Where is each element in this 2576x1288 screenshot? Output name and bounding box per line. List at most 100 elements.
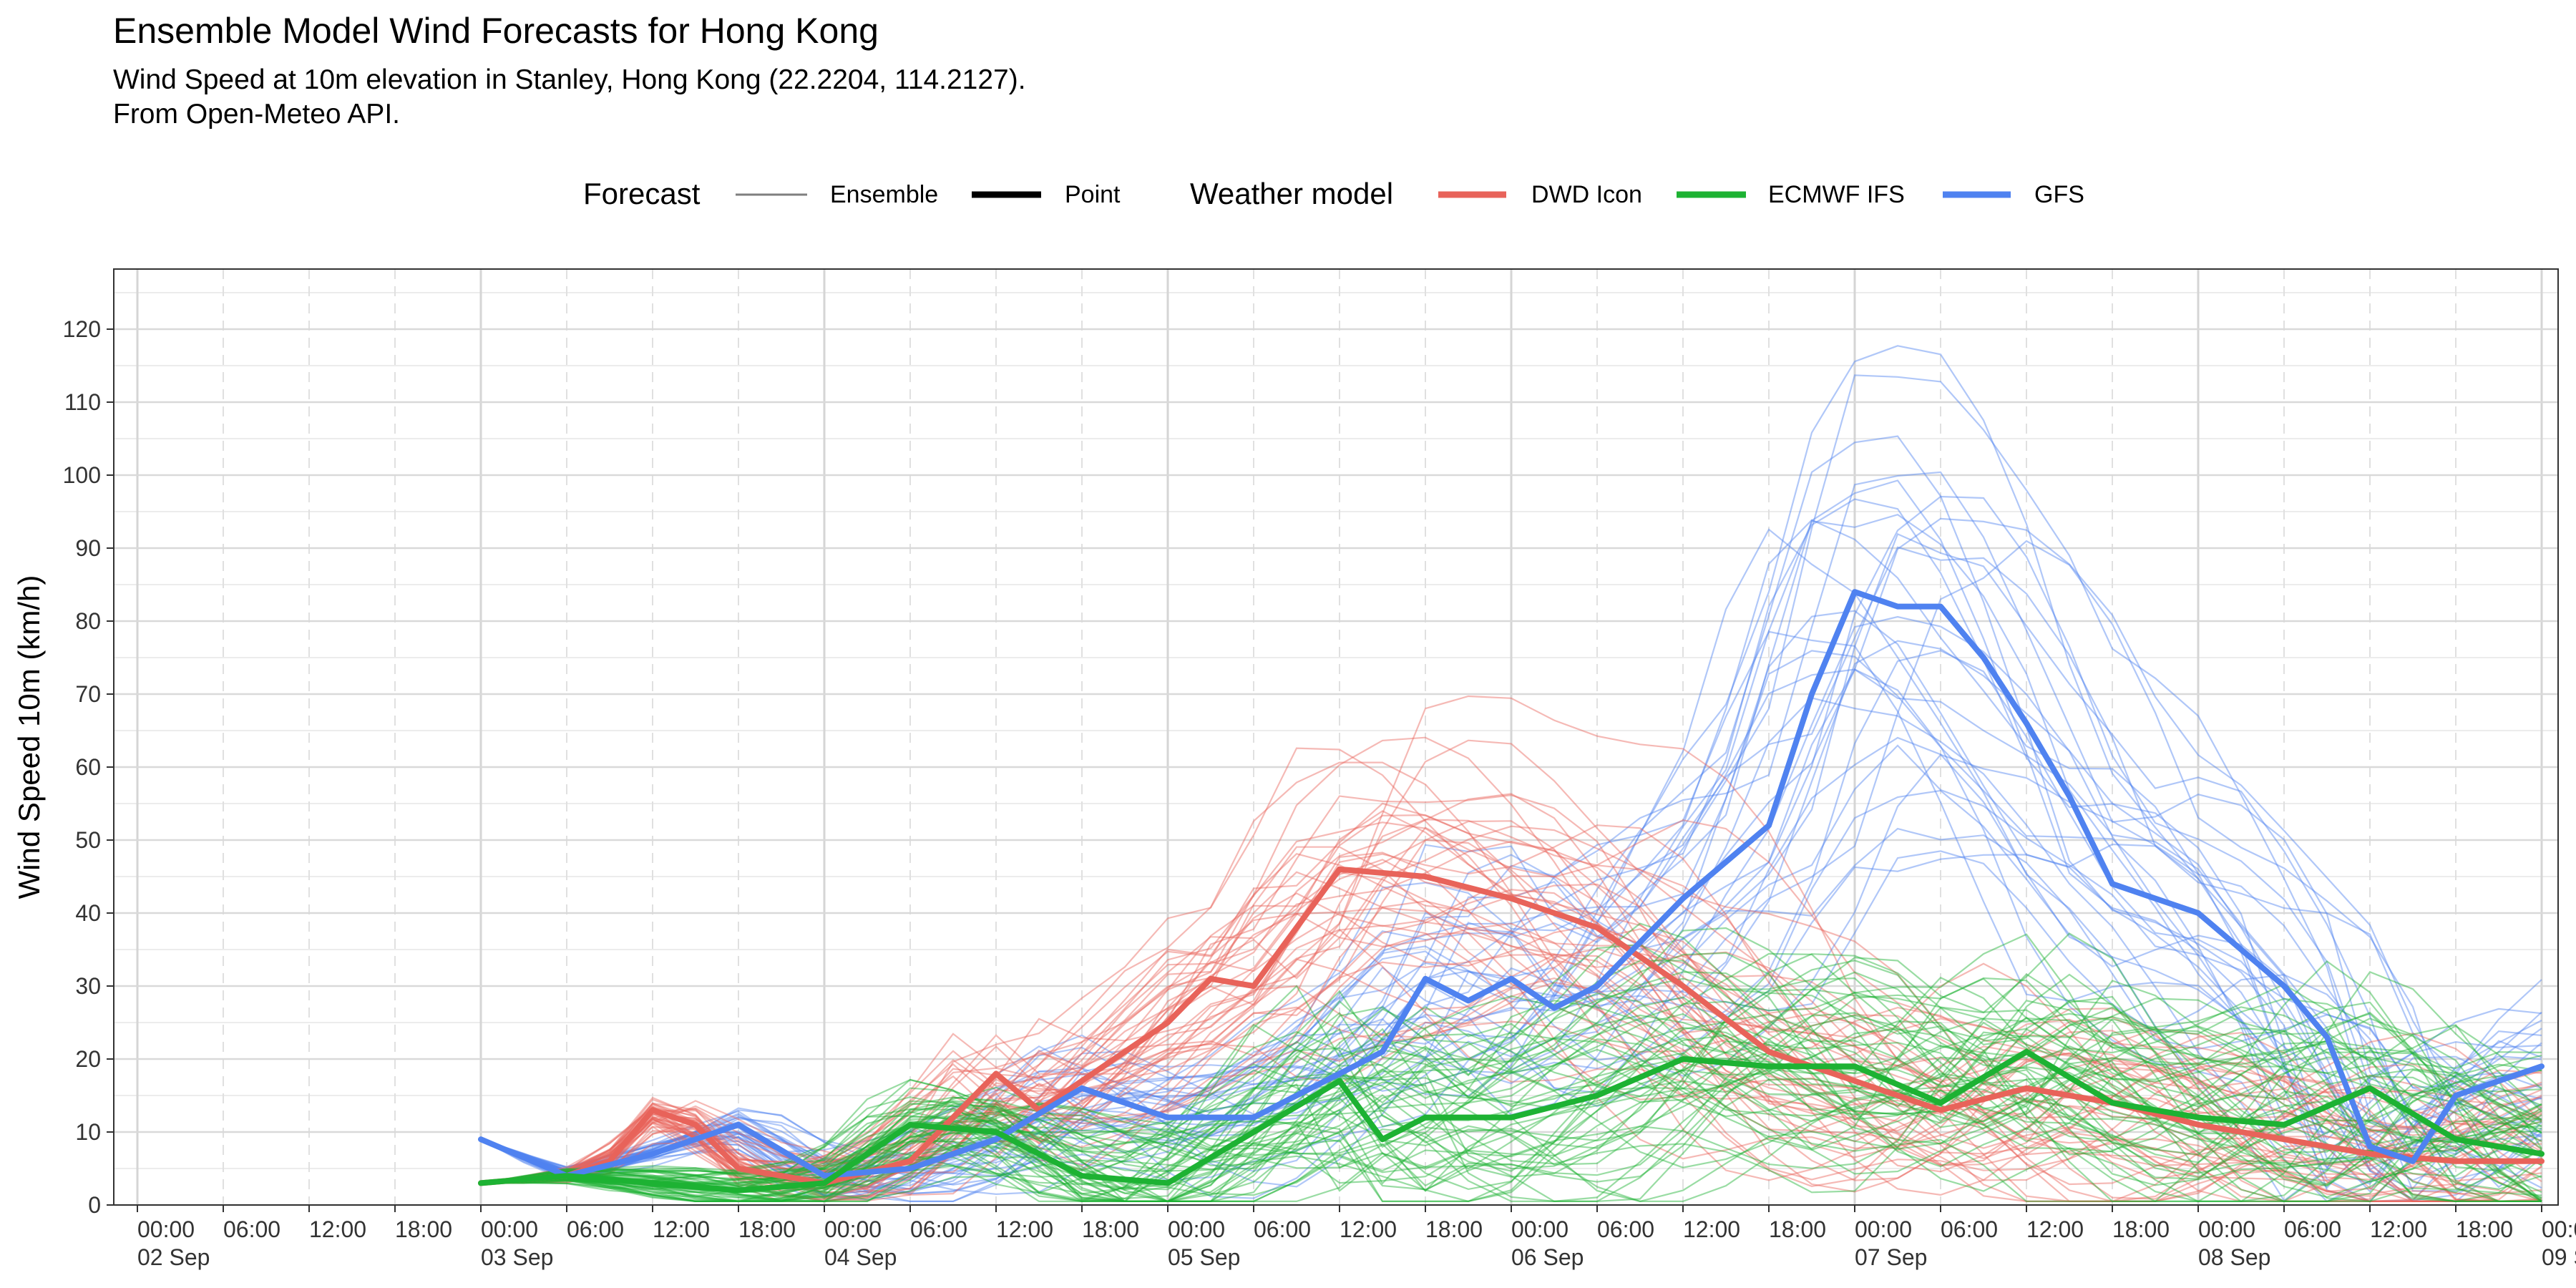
x-tick-time: 00:00 xyxy=(1511,1216,1568,1242)
ensemble-line xyxy=(480,943,2542,1202)
ensemble-line xyxy=(480,345,2542,1197)
x-tick-date: 03 Sep xyxy=(481,1244,553,1270)
x-tick-time: 12:00 xyxy=(996,1216,1053,1242)
x-tick-time: 12:00 xyxy=(1340,1216,1397,1242)
x-tick-time: 06:00 xyxy=(1254,1216,1311,1242)
ensemble-line xyxy=(480,952,2542,1191)
x-tick-time: 06:00 xyxy=(1941,1216,1998,1242)
ensemble-line xyxy=(480,793,2542,1184)
ensemble-line xyxy=(480,995,2542,1203)
x-tick-time: 06:00 xyxy=(910,1216,967,1242)
x-tick-time: 12:00 xyxy=(2026,1216,2084,1242)
ensemble-line xyxy=(480,610,2542,1174)
ensemble-line xyxy=(480,747,2542,1203)
ensemble-line xyxy=(480,528,2542,1202)
ensemble-line xyxy=(480,846,2542,1203)
ensemble-line xyxy=(480,753,2542,1196)
x-tick-time: 00:00 xyxy=(1855,1216,1912,1242)
point-line-ecmwf-ifs xyxy=(478,1048,2545,1194)
ensemble-line xyxy=(480,517,2542,1186)
ensemble-line xyxy=(480,981,2542,1203)
ensemble-line xyxy=(480,859,2542,1203)
ensemble-line xyxy=(480,1012,2542,1203)
ensemble-line xyxy=(480,650,2542,1203)
x-tick-date: 07 Sep xyxy=(1855,1244,1927,1270)
ensemble-line xyxy=(480,1014,2542,1203)
ensemble-line xyxy=(480,850,2542,1181)
ensemble-line xyxy=(480,1028,2542,1195)
ensemble-line xyxy=(480,820,2542,1184)
ensemble-line xyxy=(480,912,2542,1203)
x-tick-time: 12:00 xyxy=(1683,1216,1740,1242)
x-tick-date: 05 Sep xyxy=(1168,1244,1240,1270)
ensemble-line xyxy=(480,977,2542,1203)
ensemble-line xyxy=(480,695,2542,1184)
y-tick-label: 70 xyxy=(75,681,101,707)
legend-forecast-title: Forecast xyxy=(583,177,701,210)
x-tick-time: 18:00 xyxy=(395,1216,452,1242)
x-tick-time: 12:00 xyxy=(2370,1216,2427,1242)
subtitle-line-1: Wind Speed at 10m elevation in Stanley, … xyxy=(113,64,1026,95)
x-tick-time: 00:00 xyxy=(1168,1216,1225,1242)
y-tick-label: 30 xyxy=(75,973,101,999)
ensemble-line xyxy=(480,871,2542,1203)
legend-ensemble-label: Ensemble xyxy=(830,181,938,208)
legend-model-title: Weather model xyxy=(1190,177,1393,210)
x-tick-time: 18:00 xyxy=(1425,1216,1483,1242)
ensemble-line xyxy=(480,1013,2542,1203)
legend-gfs-label: GFS xyxy=(2034,181,2084,208)
chart-subtitle: Wind Speed at 10m elevation in Stanley, … xyxy=(113,63,1026,132)
ensemble-line xyxy=(480,1028,2542,1203)
ensemble-line xyxy=(480,814,2542,1202)
x-tick-date: 06 Sep xyxy=(1511,1244,1584,1270)
y-tick-label: 100 xyxy=(63,462,101,488)
x-tick-time: 00:00 xyxy=(481,1216,538,1242)
ensemble-line xyxy=(480,1057,2542,1203)
ensemble-line xyxy=(480,1027,2542,1203)
x-tick-time: 06:00 xyxy=(2284,1216,2341,1242)
y-tick-label: 90 xyxy=(75,535,101,561)
legend-ecmwf-label: ECMWF IFS xyxy=(1768,181,1905,208)
ensemble-line xyxy=(480,852,2542,1203)
ensemble-line xyxy=(480,932,2542,1203)
legend: Forecast Ensemble Point Weather model DW… xyxy=(583,177,2084,210)
ensemble-line xyxy=(480,821,2542,1203)
y-tick-label: 0 xyxy=(88,1192,101,1218)
x-tick-date: 04 Sep xyxy=(824,1244,897,1270)
y-tick-label: 110 xyxy=(64,389,101,415)
ensemble-line xyxy=(480,1015,2542,1202)
ensemble-line xyxy=(480,736,2542,1203)
x-tick-time: 00:00 xyxy=(824,1216,882,1242)
x-tick-time: 06:00 xyxy=(567,1216,624,1242)
x-tick-time: 12:00 xyxy=(309,1216,366,1242)
ensemble-line xyxy=(480,819,2542,1184)
y-axis-label: Wind Speed 10m (km/h) xyxy=(12,575,46,899)
ensemble-line xyxy=(480,971,2542,1203)
point-lines xyxy=(478,589,2545,1194)
ensemble-line xyxy=(480,933,2542,1203)
ensemble-line xyxy=(480,1000,2542,1203)
ensemble-line xyxy=(480,977,2542,1191)
ensemble-line xyxy=(480,980,2542,1196)
ensemble-line xyxy=(480,973,2542,1203)
x-tick-time: 00:0 xyxy=(2542,1216,2576,1242)
ensemble-line xyxy=(480,924,2542,1203)
ensemble-line xyxy=(480,540,2542,1203)
y-tick-label: 20 xyxy=(75,1046,101,1072)
ensemble-line xyxy=(480,991,2542,1203)
y-tick-label: 50 xyxy=(75,827,101,853)
ensemble-line xyxy=(480,668,2542,1194)
x-tick-time: 18:00 xyxy=(2456,1216,2513,1242)
ensemble-line xyxy=(480,971,2542,1194)
ensemble-line xyxy=(480,871,2542,1203)
ensemble-line xyxy=(480,1040,2542,1203)
ensemble-line xyxy=(480,761,2542,1203)
ensemble-line xyxy=(480,495,2542,1201)
ensemble-line xyxy=(480,513,2542,1196)
point-line-gfs xyxy=(478,589,2545,1179)
ensemble-line xyxy=(480,973,2542,1203)
ensemble-line xyxy=(480,928,2542,1203)
ensemble-line xyxy=(480,1038,2542,1203)
x-tick-date: 02 Sep xyxy=(137,1244,210,1270)
